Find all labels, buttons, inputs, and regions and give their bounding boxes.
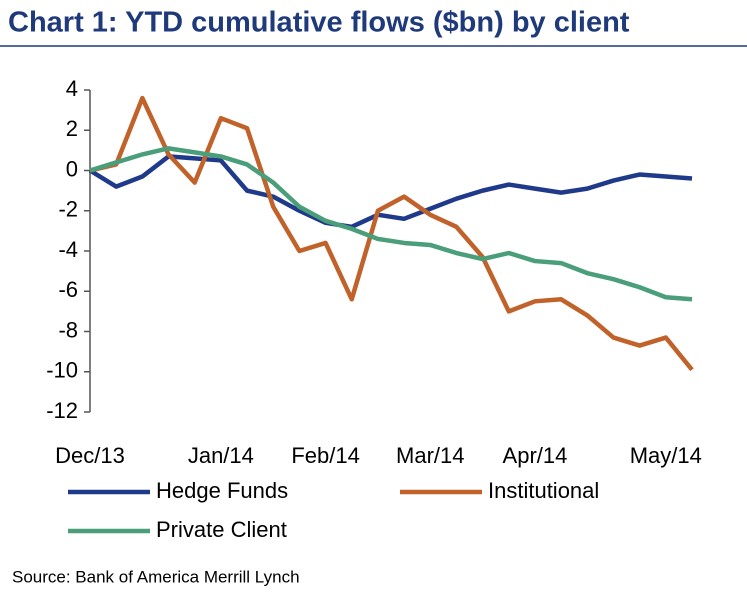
y-tick-label: 0: [66, 156, 78, 181]
x-tick-label: Apr/14: [503, 443, 568, 468]
y-tick-label: -10: [46, 358, 78, 383]
source: Source: Bank of America Merrill Lynch: [12, 567, 300, 586]
legend-label: Private Client: [156, 517, 287, 542]
y-tick-label: -4: [58, 237, 78, 262]
x-tick-label: Dec/13: [55, 443, 125, 468]
y-tick-label: -6: [58, 277, 78, 302]
x-tick-label: Feb/14: [291, 443, 360, 468]
line-series: [89, 146, 693, 302]
line-series: [88, 154, 693, 230]
y-tick-label: -12: [46, 398, 78, 423]
y-tick-label: 4: [66, 76, 78, 101]
legend-label: Institutional: [488, 478, 599, 503]
y-tick-label: -8: [58, 317, 78, 342]
line-series: [89, 95, 694, 372]
legend-label: Hedge Funds: [156, 478, 288, 503]
y-tick-label: -2: [58, 197, 78, 222]
x-tick-label: Jan/14: [188, 443, 254, 468]
chart-title: Chart 1: YTD cumulative flows ($bn) by c…: [8, 7, 630, 39]
y-tick-label: 2: [66, 116, 78, 141]
x-tick-label: May/14: [630, 443, 702, 468]
x-tick-label: Mar/14: [396, 443, 464, 468]
